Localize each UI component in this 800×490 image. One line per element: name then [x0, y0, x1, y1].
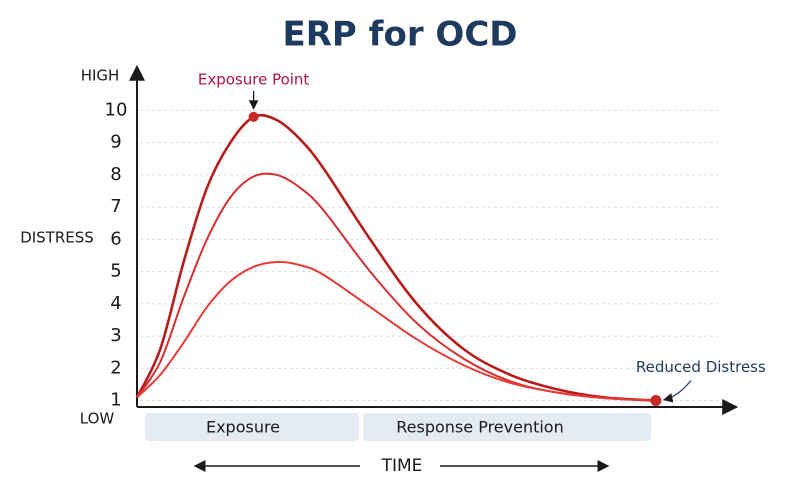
annotation-point [650, 395, 662, 407]
x-axis-label: TIME [381, 456, 423, 476]
y-tick-label: 10 [105, 99, 128, 120]
annotation-point [248, 111, 259, 122]
line [135, 113, 656, 402]
y-tick-label: 3 [110, 325, 121, 346]
y-tick-label: 9 [110, 132, 121, 153]
annotation-arrow [662, 380, 692, 403]
plot: Exposure Point Reduced Distress [135, 70, 766, 407]
phase-band [363, 413, 651, 441]
y-low-label: LOW [80, 410, 115, 428]
phase-band [145, 413, 359, 441]
y-axis-label: DISTRESS [20, 229, 94, 247]
y-tick-label: 4 [110, 293, 121, 314]
annotation: Reduced Distress [636, 358, 766, 376]
y-tick-label: 2 [110, 357, 121, 378]
y-tick-label: 1 [110, 390, 121, 411]
grid: 1 2 3 4 5 6 7 8 9 10 [105, 99, 718, 411]
annotation: Exposure Point [198, 70, 310, 88]
y-tick-label: 8 [110, 164, 121, 185]
line [136, 260, 656, 402]
y-high-label: HIGH [81, 67, 120, 85]
phase-label: Response Prevention [396, 418, 563, 437]
y-tick-label: 5 [110, 261, 121, 282]
phase-label: Exposure [206, 418, 280, 437]
y-tick-label: 6 [110, 228, 121, 249]
y-tick-label: 7 [110, 196, 121, 217]
chart-title: ERP for OCD [283, 15, 518, 55]
